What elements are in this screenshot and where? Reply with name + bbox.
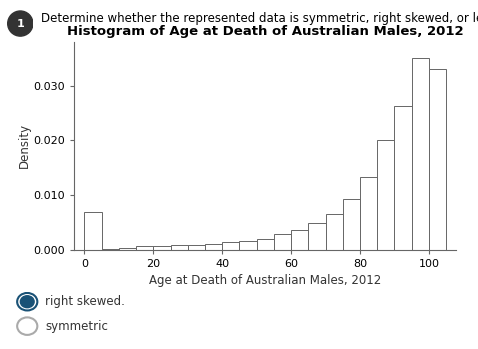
Circle shape	[21, 296, 34, 308]
Bar	[377, 140, 394, 250]
X-axis label: Age at Death of Australian Males, 2012: Age at Death of Australian Males, 2012	[149, 274, 381, 287]
Bar	[171, 245, 188, 250]
Bar	[119, 248, 136, 250]
Bar	[394, 106, 412, 250]
Bar	[136, 246, 153, 250]
Y-axis label: Density: Density	[18, 123, 31, 168]
Bar	[222, 243, 239, 250]
Bar	[205, 244, 222, 250]
Bar	[239, 241, 257, 250]
Title: Histogram of Age at Death of Australian Males, 2012: Histogram of Age at Death of Australian …	[67, 25, 464, 38]
Bar	[343, 199, 360, 250]
Bar	[102, 249, 119, 250]
Bar	[360, 177, 377, 250]
Bar	[326, 214, 343, 250]
Bar	[308, 223, 326, 250]
Bar	[153, 246, 171, 250]
Bar	[412, 58, 429, 250]
Text: symmetric: symmetric	[45, 320, 109, 333]
Bar	[291, 230, 308, 250]
Bar	[188, 245, 205, 250]
Bar	[429, 69, 446, 250]
Text: Determine whether the represented data is symmetric, right skewed, or left skewe: Determine whether the represented data i…	[41, 12, 478, 25]
Circle shape	[8, 11, 33, 36]
Bar	[257, 239, 274, 250]
Bar	[274, 234, 291, 250]
Bar	[85, 213, 102, 250]
Text: 1: 1	[16, 18, 24, 29]
Text: right skewed.: right skewed.	[45, 295, 125, 309]
